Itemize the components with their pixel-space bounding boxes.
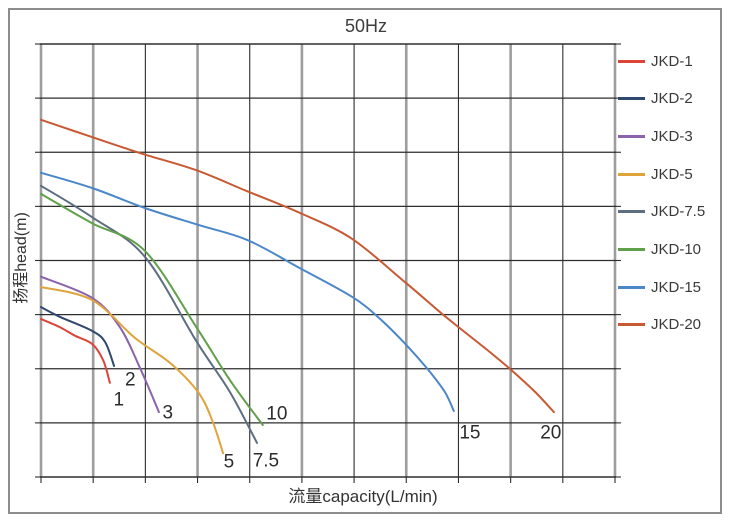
curve-jkd-1 — [40, 318, 111, 384]
chart-title: 50Hz — [344, 16, 388, 36]
curve-end-label-jkd-15: 15 — [459, 423, 480, 444]
axis-ticks — [35, 43, 621, 483]
legend-swatch-jkd-20 — [618, 323, 645, 327]
legend-label-jkd-1: JKD-1 — [651, 52, 693, 70]
curve-jkd-20 — [40, 118, 555, 414]
legend-label-jkd-2: JKD-2 — [651, 90, 693, 108]
curve-end-label-jkd-3: 3 — [163, 403, 174, 424]
legend-item-jkd-10: JKD-10 — [616, 240, 701, 260]
grid-lines — [39, 43, 617, 478]
legend-label-jkd-5: JKD-5 — [651, 165, 693, 183]
curve-end-label-jkd-7-5: 7.5 — [253, 450, 279, 471]
legend-item-jkd-7-5: JKD-7.5 — [616, 202, 705, 222]
legend-item-jkd-3: JKD-3 — [616, 126, 693, 146]
legend-swatch-jkd-2 — [618, 97, 645, 101]
legend: JKD-1 JKD-2 JKD-3 JKD-5 JKD-7.5 JKD-10 JKD-15 J… — [616, 0, 732, 525]
legend-label-jkd-7-5: JKD-7.5 — [651, 203, 706, 221]
curve-end-label-jkd-5: 5 — [224, 451, 235, 472]
legend-swatch-jkd-10 — [618, 248, 645, 251]
curve-jkd-3 — [40, 275, 160, 414]
legend-swatch-jkd-3 — [618, 134, 645, 138]
legend-swatch-jkd-5 — [618, 172, 645, 176]
curve-end-label-jkd-10: 10 — [266, 404, 287, 425]
legend-swatch-jkd-1 — [618, 59, 645, 63]
curve-jkd-7-5 — [40, 184, 258, 444]
legend-item-jkd-20: JKD-20 — [616, 315, 701, 335]
legend-label-jkd-20: JKD-20 — [651, 316, 702, 334]
curve-jkd-10 — [40, 192, 264, 426]
x-axis-label: 流量capacity(L/min) — [288, 487, 438, 506]
legend-item-jkd-1: JKD-1 — [616, 51, 693, 71]
curve-end-label-jkd-2: 2 — [125, 370, 136, 391]
legend-swatch-jkd-15 — [618, 285, 645, 289]
curve-jkd-5 — [40, 286, 225, 455]
legend-label-jkd-15: JKD-15 — [651, 278, 702, 296]
legend-label-jkd-10: JKD-10 — [651, 241, 702, 258]
legend-item-jkd-2: JKD-2 — [616, 89, 693, 109]
legend-swatch-jkd-7-5 — [618, 210, 645, 214]
curve-end-label-jkd-20: 20 — [540, 423, 561, 444]
curves: 12 3 5 7.5 10 15 20 — [40, 118, 561, 472]
curve-end-label-jkd-1: 1 — [113, 390, 124, 411]
legend-item-jkd-15: JKD-15 — [616, 277, 701, 297]
curve-jkd-15 — [40, 171, 455, 412]
legend-label-jkd-3: JKD-3 — [651, 127, 693, 145]
curve-jkd-2 — [40, 306, 116, 367]
legend-item-jkd-5: JKD-5 — [616, 164, 693, 184]
